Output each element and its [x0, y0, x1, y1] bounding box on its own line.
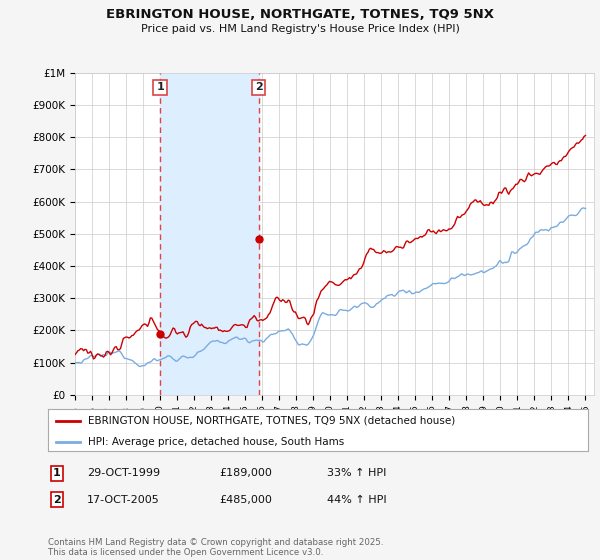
Text: 29-OCT-1999: 29-OCT-1999 — [87, 468, 160, 478]
Text: 17-OCT-2005: 17-OCT-2005 — [87, 494, 160, 505]
Text: £485,000: £485,000 — [219, 494, 272, 505]
Bar — [160, 73, 259, 395]
Text: 1: 1 — [53, 468, 61, 478]
Text: 33% ↑ HPI: 33% ↑ HPI — [327, 468, 386, 478]
Text: EBRINGTON HOUSE, NORTHGATE, TOTNES, TQ9 5NX (detached house): EBRINGTON HOUSE, NORTHGATE, TOTNES, TQ9 … — [89, 416, 456, 426]
Text: 44% ↑ HPI: 44% ↑ HPI — [327, 494, 386, 505]
Text: EBRINGTON HOUSE, NORTHGATE, TOTNES, TQ9 5NX: EBRINGTON HOUSE, NORTHGATE, TOTNES, TQ9 … — [106, 8, 494, 21]
Text: £189,000: £189,000 — [219, 468, 272, 478]
Text: 2: 2 — [53, 494, 61, 505]
Text: Contains HM Land Registry data © Crown copyright and database right 2025.
This d: Contains HM Land Registry data © Crown c… — [48, 538, 383, 557]
Text: 2: 2 — [255, 82, 263, 92]
Text: 1: 1 — [156, 82, 164, 92]
Text: HPI: Average price, detached house, South Hams: HPI: Average price, detached house, Sout… — [89, 437, 345, 446]
Text: Price paid vs. HM Land Registry's House Price Index (HPI): Price paid vs. HM Land Registry's House … — [140, 24, 460, 34]
